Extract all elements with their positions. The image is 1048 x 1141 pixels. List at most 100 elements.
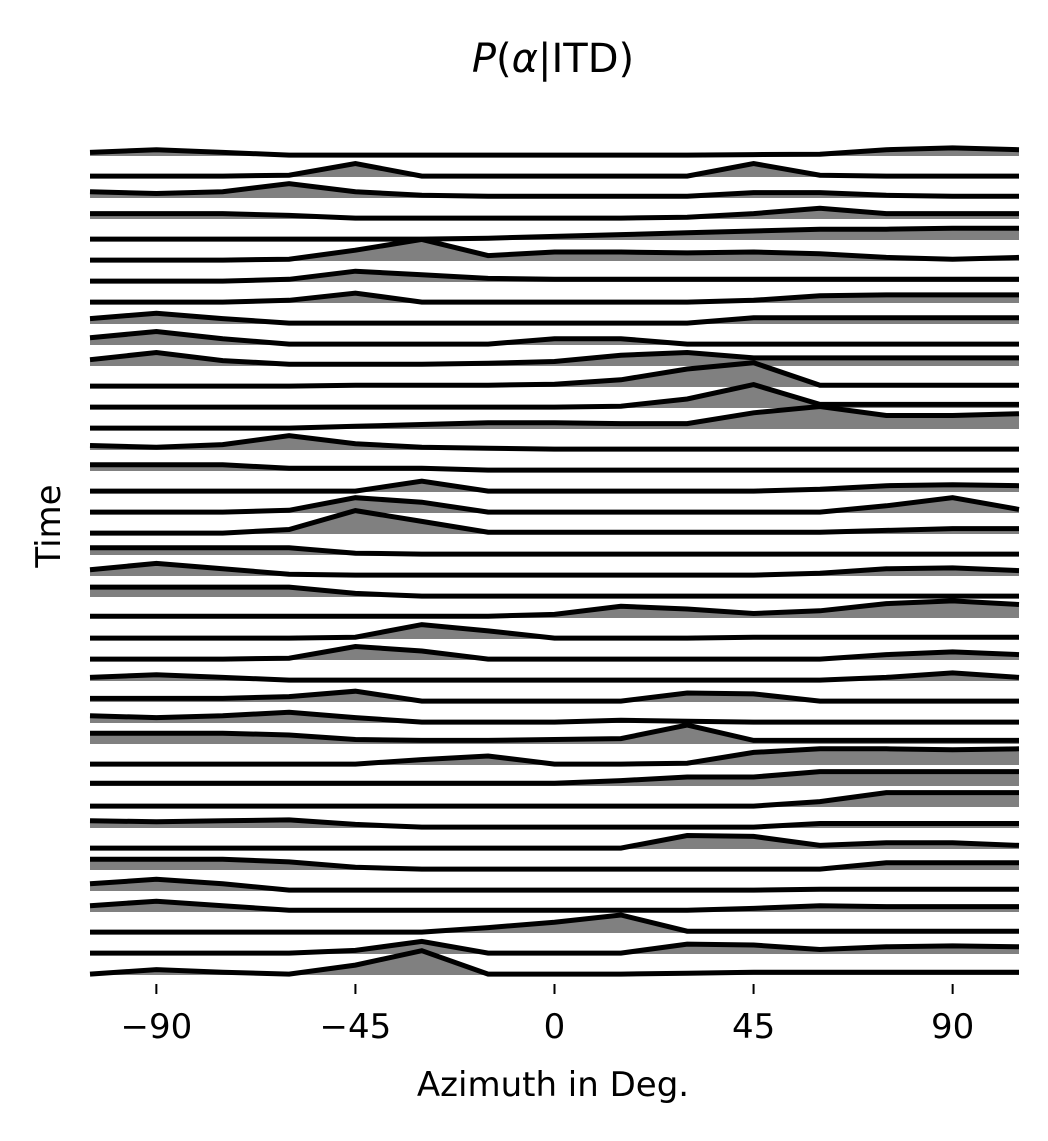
ridge-area-20: [90, 547, 1019, 555]
ridge-area-19: [90, 510, 1019, 534]
ridge-39: [90, 938, 1020, 956]
ridge-area-39: [90, 941, 1019, 954]
ridge-16: [90, 462, 1019, 473]
x-axis: −90 −45 0 45 90: [120, 984, 974, 1047]
ridge-area-34: [90, 835, 1019, 849]
ridge-line-2: [90, 160, 1019, 179]
chart-title-p: P: [472, 36, 497, 82]
ridge-line-22: [90, 584, 1019, 599]
ridge-area-18: [90, 497, 1019, 513]
ridge-15: [89, 433, 1019, 452]
ridge-line-10: [89, 328, 1019, 347]
ridge-line-14: [90, 403, 1020, 431]
ridge-37: [89, 898, 1019, 913]
ridge-area-17: [90, 481, 1019, 492]
ridge-line-28: [89, 709, 1019, 725]
ridge-line-16: [90, 462, 1019, 473]
ridge-38: [90, 912, 1019, 935]
ridge-area-4: [90, 208, 1019, 219]
ridge-23: [90, 598, 1020, 619]
ridges: [89, 145, 1020, 977]
ridge-17: [90, 478, 1020, 494]
ridge-8: [90, 290, 1019, 305]
ridge-line-38: [90, 912, 1019, 935]
ridge-7: [90, 268, 1019, 284]
x-tick-label: −45: [320, 1007, 392, 1047]
ridge-31: [90, 769, 1019, 786]
ridge-line-23: [90, 598, 1020, 619]
ridge-line-15: [89, 433, 1019, 452]
ridge-line-20: [90, 545, 1019, 557]
ridge-29: [90, 722, 1019, 744]
ridge-area-9: [90, 313, 1019, 324]
ridge-20: [90, 545, 1019, 557]
ridge-14: [90, 403, 1020, 431]
ridge-27: [90, 688, 1019, 704]
ridge-33: [89, 817, 1019, 830]
ridge-area-11: [90, 352, 1019, 366]
ridge-line-26: [89, 670, 1020, 683]
ridge-line-40: [89, 948, 1019, 977]
ridge-13: [90, 382, 1019, 410]
ridge-30: [90, 746, 1020, 767]
ridge-line-12: [90, 360, 1019, 389]
ridge-11: [89, 349, 1019, 367]
ridge-line-24: [90, 622, 1019, 641]
x-tick-label: 90: [931, 1007, 974, 1047]
ridge-area-25: [90, 646, 1019, 660]
x-tick-label: −90: [120, 1007, 192, 1047]
ridge-area-26: [90, 672, 1019, 681]
ridge-21: [89, 560, 1020, 578]
ridge-line-35: [90, 856, 1019, 872]
ridge-line-33: [89, 817, 1019, 830]
y-axis-label: Time: [29, 484, 69, 568]
ridge-19: [90, 508, 1019, 536]
ridge-line-13: [90, 382, 1019, 410]
ridge-1: [89, 145, 1020, 158]
ridge-22: [90, 584, 1019, 599]
ridge-line-32: [90, 790, 1019, 809]
ridge-3: [89, 181, 1019, 199]
ridge-area-2: [90, 163, 1019, 177]
ridge-line-7: [90, 268, 1019, 284]
x-tick-label: 0: [544, 1007, 566, 1047]
ridge-6: [90, 236, 1020, 263]
ridge-line-29: [90, 722, 1019, 743]
ridge-area-12: [90, 362, 1019, 387]
ridge-line-37: [89, 898, 1019, 913]
ridge-5: [90, 225, 1019, 242]
ridge-line-31: [90, 769, 1019, 786]
x-axis-label: Azimuth in Deg.: [417, 1065, 689, 1105]
ridge-line-39: [90, 938, 1020, 956]
ridge-line-8: [90, 290, 1019, 305]
ridge-18: [90, 495, 1020, 515]
ridge-line-34: [90, 832, 1020, 851]
ridge-line-3: [89, 181, 1019, 199]
ridge-line-36: [89, 876, 1019, 893]
ridge-26: [89, 670, 1020, 683]
chart-title-rest: |ITD): [538, 36, 634, 82]
ridge-9: [89, 310, 1019, 326]
chart-title-open: (: [496, 36, 512, 82]
ridge-4: [90, 205, 1019, 221]
ridge-area-13: [90, 384, 1019, 408]
ridge-line-21: [89, 560, 1020, 578]
ridge-line-18: [90, 495, 1020, 515]
chart-title: P(α|ITD): [472, 36, 634, 82]
ridge-line-11: [89, 349, 1019, 367]
chart-title-alpha: α: [512, 36, 538, 82]
ridge-line-6: [90, 236, 1020, 263]
ridge-line-5: [90, 225, 1019, 242]
ridge-40: [89, 948, 1019, 977]
ridge-12: [90, 360, 1019, 389]
ridge-line-19: [90, 508, 1019, 536]
ridge-10: [89, 328, 1019, 347]
x-tick-label: 45: [732, 1007, 775, 1047]
ridge-line-25: [90, 643, 1020, 662]
ridge-28: [89, 709, 1019, 725]
ridge-line-9: [89, 310, 1019, 326]
ridge-25: [90, 643, 1020, 662]
ridge-24: [90, 622, 1019, 641]
